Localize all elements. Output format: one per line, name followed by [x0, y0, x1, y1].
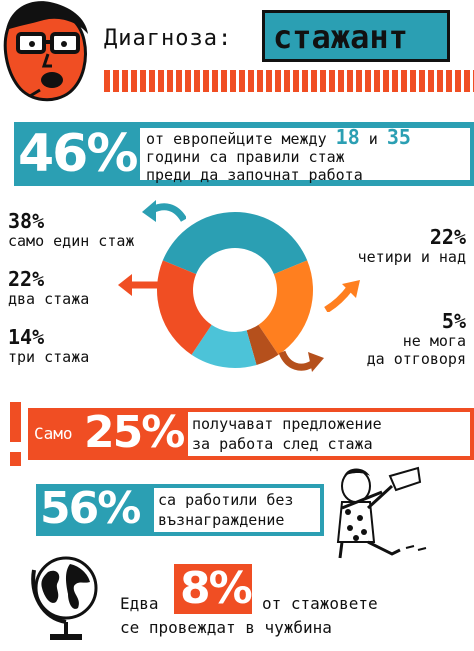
stat-two-internships: 22% два стажа: [8, 268, 89, 308]
intro-age-from: 18: [335, 125, 360, 149]
arrow-icon: [324, 280, 360, 312]
abroad-line1: от стажовете: [262, 594, 378, 613]
arrow-icon: [142, 200, 186, 222]
offer-white-box: [188, 412, 470, 456]
unpaid-percent-box: [36, 484, 154, 536]
header: Диагноза: стажант: [0, 0, 474, 110]
abroad-prefix: Едва: [120, 594, 159, 613]
stat-label: три стажа: [8, 348, 90, 366]
unpaid-line1: са работили без: [158, 491, 294, 509]
offer-prefix: Само: [34, 424, 73, 443]
offer-text: получават предложение за работа след ста…: [192, 414, 382, 454]
offer-line1: получават предложение: [192, 415, 382, 433]
stat-three-internships: 14% три стажа: [8, 326, 89, 366]
header-title-box: стажант: [262, 10, 450, 62]
header-title: стажант: [273, 18, 408, 56]
unpaid-white-box: [154, 488, 320, 532]
stat-four-or-more: 22% четири и над: [318, 226, 466, 266]
unpaid-line2: възнаграждение: [158, 511, 285, 529]
stat-cannot-answer: 5% не мога да отговоря: [330, 310, 466, 368]
donut-slice: [191, 324, 257, 368]
intro-line1: от европейците между 18 и 35: [146, 125, 411, 149]
stat-label: четири и над: [357, 248, 466, 266]
stat-label: не мога: [402, 332, 466, 350]
intro-line2: години са правили стаж: [146, 148, 345, 166]
stat-pct: 14%: [8, 325, 45, 349]
stat-pct: 38%: [8, 209, 45, 233]
unpaid-percent: 56%: [40, 483, 141, 534]
intro-age-to: 35: [386, 125, 411, 149]
stat-label: само един стаж: [8, 232, 135, 250]
child-with-paper-icon: [336, 466, 427, 559]
stat-label: да отговоря: [366, 350, 466, 368]
offer-percent: 25%: [84, 407, 185, 458]
arrow-icon: [118, 274, 160, 296]
intro-white-box: [140, 128, 470, 180]
intro-text: от европейците между 18 и 35 години са п…: [146, 125, 411, 184]
stat-pct: 5%: [441, 309, 466, 333]
header-divider: [104, 70, 474, 92]
intro-line3: преди да започнат работа: [146, 166, 363, 184]
intro-conj: и: [368, 130, 378, 148]
unpaid-text: са работили без възнаграждение: [158, 490, 293, 530]
donut-slice: [157, 260, 212, 355]
internship-donut: [157, 212, 313, 368]
stat-one-internship: 38% само един стаж: [8, 210, 134, 250]
abroad-percent-box: [174, 564, 252, 614]
exclamation-dot: [10, 452, 21, 466]
donut-slice: [258, 260, 313, 355]
glasses-guy-icon: [3, 1, 88, 102]
stat-pct: 22%: [8, 267, 45, 291]
globe-icon: [31, 556, 98, 640]
stat-pct: 22%: [429, 225, 466, 249]
header-prefix: Диагноза:: [104, 26, 233, 51]
donut-slice: [246, 324, 279, 365]
stat-label: два стажа: [8, 290, 90, 308]
arrow-icon: [278, 350, 324, 372]
abroad-percent: 8%: [180, 563, 253, 614]
donut-slice: [162, 212, 308, 275]
offer-line2: за работа след стажа: [192, 435, 373, 453]
intro-percent: 46%: [18, 124, 138, 184]
abroad-line2: се провеждат в чужбина: [120, 618, 332, 637]
intro-line1-text: от европейците между: [146, 130, 327, 148]
exclamation-bar: [10, 402, 21, 442]
